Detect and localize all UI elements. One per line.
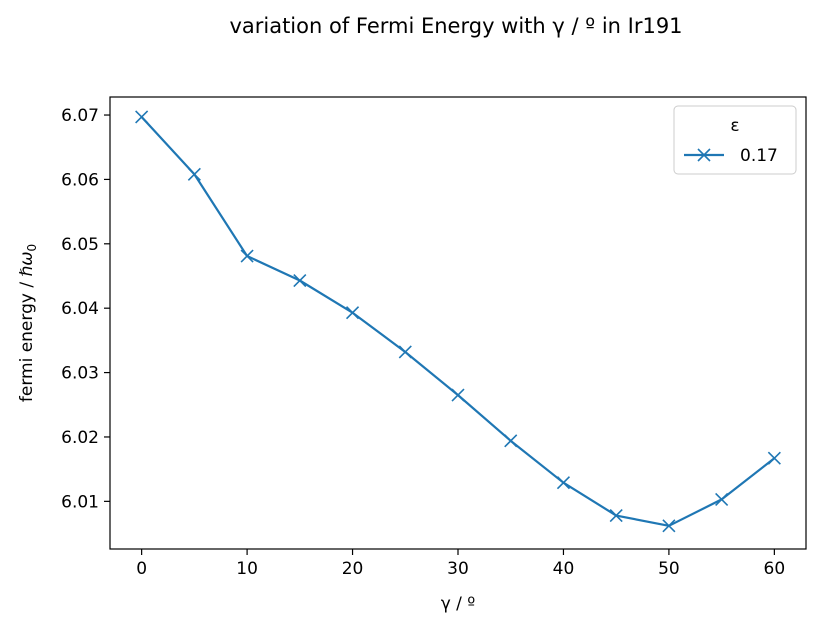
legend-marker: [697, 148, 711, 162]
y-axis-label-text: fermi energy /: [17, 277, 37, 403]
data-point: [187, 167, 201, 181]
y-axis-label-subscript: 0: [25, 244, 39, 252]
data-point: [293, 273, 307, 288]
legend-box: [673, 105, 797, 175]
y-tick-label: 6.02: [61, 428, 99, 448]
x-axis-label: γ / º: [441, 594, 476, 614]
data-point: [345, 306, 360, 320]
x-tick-label: 50: [658, 559, 680, 579]
legend-title: ε: [730, 116, 739, 136]
x-tick-label: 10: [236, 559, 258, 579]
legend: ε 0.17: [673, 105, 797, 175]
data-point: [504, 434, 518, 448]
chart-title: variation of Fermi Energy with γ / º in …: [229, 14, 682, 38]
data-point: [135, 110, 149, 124]
y-tick-label: 6.05: [61, 235, 99, 255]
x-tick-label: 30: [447, 559, 469, 579]
y-axis-label: fermi energy / ℏω0: [17, 244, 39, 402]
data-point: [556, 476, 571, 490]
y-tick-label: 6.04: [61, 299, 99, 319]
data-point: [240, 249, 254, 263]
x-tick-label: 40: [553, 559, 575, 579]
series-line-0: [140, 116, 776, 527]
data-point: [715, 492, 729, 506]
data-point: [767, 451, 781, 465]
y-tick-label: 6.07: [61, 106, 99, 126]
y-tick-label: 6.03: [61, 364, 99, 384]
x-axis: 0 10 20 30 40 50 60: [136, 549, 785, 579]
y-tick-label: 6.01: [61, 492, 99, 512]
y-axis-label-symbol: ℏω: [17, 252, 37, 277]
series-layer: [135, 110, 781, 533]
x-tick-label: 60: [764, 559, 786, 579]
x-tick-label: 20: [342, 559, 364, 579]
data-point: [609, 508, 623, 523]
x-tick-label: 0: [136, 559, 147, 579]
data-point: [398, 345, 412, 359]
data-point: [451, 388, 465, 402]
y-tick-label: 6.06: [61, 170, 99, 190]
y-axis: 6.01 6.02 6.03 6.04 6.05 6.06 6.07: [61, 106, 110, 512]
legend-label-series-0: 0.17: [740, 146, 778, 166]
data-point: [662, 519, 676, 533]
